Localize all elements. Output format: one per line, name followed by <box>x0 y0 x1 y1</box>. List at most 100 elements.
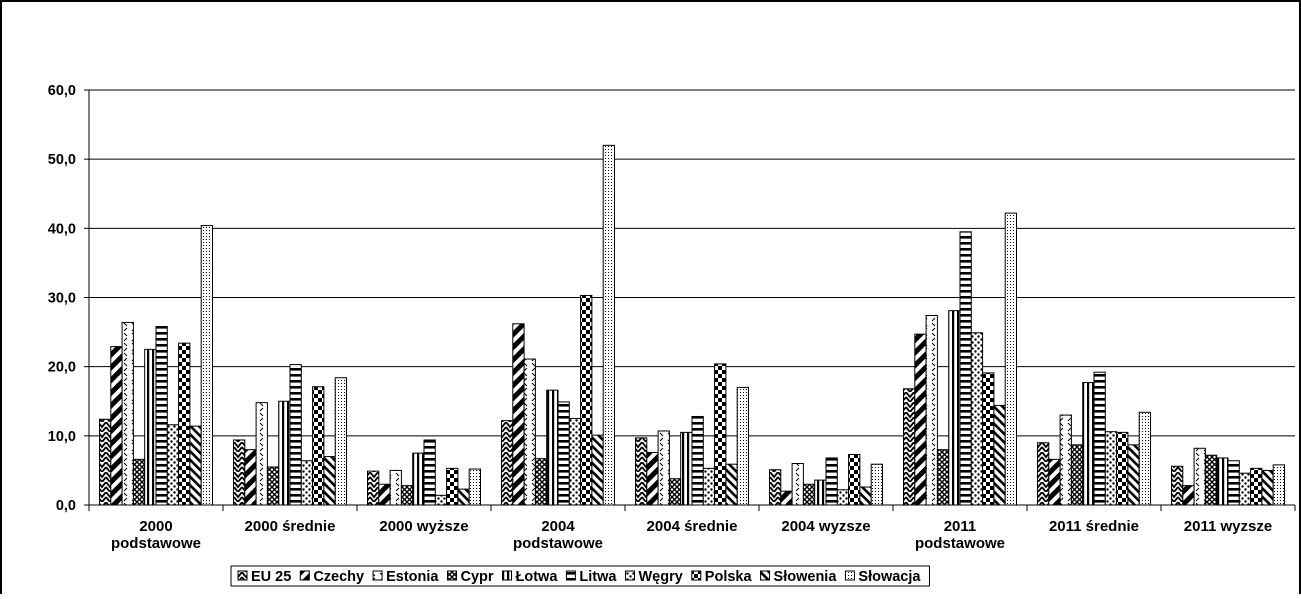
bar-węgry <box>1104 431 1118 506</box>
legend-label: Estonia <box>386 569 439 585</box>
bar-litwa <box>423 439 436 506</box>
bar-słowenia <box>725 463 738 506</box>
bar-słowacja <box>200 225 213 506</box>
bar-słowacja <box>736 386 750 506</box>
legend-swatch <box>237 570 248 581</box>
y-tick-label: 20,0 <box>48 360 76 376</box>
bar-węgry <box>1238 472 1252 506</box>
bar-słowenia <box>993 404 1006 506</box>
bar-łotwa <box>412 452 425 506</box>
bar-łotwa <box>814 479 827 506</box>
legend-label: Cypr <box>460 569 493 585</box>
bar-słowacja <box>602 144 616 506</box>
bar-estonia <box>925 314 938 506</box>
bar-słowacja <box>468 468 482 506</box>
legend: EU 25 Czechy Estonia Cypr Łotwa Litwa Węgry Pol… <box>230 565 930 587</box>
bar-litwa <box>557 401 570 506</box>
bar-słowacja <box>334 377 348 506</box>
bar-cypr <box>936 449 950 506</box>
bar-polska <box>982 372 995 506</box>
x-category-label: 2000 wyższe <box>379 518 468 535</box>
legend-label: Węgry <box>638 569 682 585</box>
legend-label: Czechy <box>313 569 364 585</box>
bar-czechy <box>110 346 123 506</box>
x-category-labels: 2000 podstawowe 2000 średnie 2000 wyższe 200… <box>111 518 1272 552</box>
x-category-label: 2004 podstawowe <box>513 518 603 552</box>
bar-węgry <box>434 494 448 506</box>
bar-polska <box>580 294 593 506</box>
bar-litwa <box>289 364 302 506</box>
bar-czechy <box>244 449 257 506</box>
y-tick-label: 50,0 <box>48 152 76 168</box>
bar-cypr <box>1204 454 1218 506</box>
x-category-label: 2000 podstawowe <box>111 518 201 552</box>
bar-słowenia <box>323 456 336 506</box>
bar-estonia <box>791 463 804 506</box>
x-category-label: 2011 podstawowe <box>915 518 1005 552</box>
bar-węgry <box>970 332 984 506</box>
bar-słowenia <box>189 425 202 506</box>
bar-cypr <box>266 466 280 506</box>
x-category-label: 2011 średnie <box>1049 518 1139 535</box>
y-tick-label: 30,0 <box>48 291 76 307</box>
bar-litwa <box>1093 371 1106 506</box>
bar-łotwa <box>278 400 291 506</box>
bar-polska <box>714 363 727 506</box>
legend-swatch <box>299 570 310 581</box>
legend-swatch <box>760 570 771 581</box>
bar-słowenia <box>1261 469 1274 506</box>
legend-label: Łotwa <box>516 569 559 585</box>
bar-słowenia <box>859 486 872 506</box>
bar-słowacja <box>1138 411 1151 506</box>
legend-swatch <box>844 570 855 581</box>
bar-cypr <box>1070 444 1084 506</box>
bar-eu-25 <box>635 437 648 506</box>
bar-słowenia <box>1127 444 1140 506</box>
legend-swatch <box>446 570 457 581</box>
bar-estonia <box>657 430 670 506</box>
bar-estonia <box>121 321 134 506</box>
y-tick-label: 60,0 <box>48 83 76 99</box>
bar-polska <box>312 386 325 506</box>
bar-estonia <box>255 402 268 506</box>
x-category-label: 2000 średnie <box>245 518 336 535</box>
bar-eu-25 <box>501 420 514 506</box>
x-category-label: 2011 wyzsze <box>1184 518 1272 535</box>
legend-label: Słowacja <box>858 569 921 585</box>
bar-węgry <box>568 418 582 506</box>
bar-węgry <box>166 424 180 506</box>
bar-eu-25 <box>903 388 916 506</box>
bar-czechy <box>646 451 659 506</box>
bar-cypr <box>132 458 146 506</box>
gridlines <box>89 89 1295 437</box>
bar-czechy <box>780 490 793 506</box>
bar-czechy <box>914 333 927 506</box>
bar-estonia <box>1059 414 1072 506</box>
bar-polska <box>848 454 861 506</box>
bar-węgry <box>836 489 850 506</box>
bar-polska <box>1116 431 1129 506</box>
bar-cypr <box>534 458 548 506</box>
bar-łotwa <box>546 389 559 506</box>
bars <box>99 144 1285 506</box>
bar-łotwa <box>1082 382 1095 506</box>
bar-łotwa <box>948 310 961 506</box>
bar-eu-25 <box>1037 442 1050 506</box>
bar-litwa <box>825 457 838 506</box>
legend-label: Polska <box>705 569 753 585</box>
legend-label: Litwa <box>579 569 617 585</box>
bar-litwa <box>1227 460 1240 506</box>
bar-cypr <box>668 478 682 506</box>
bar-czechy <box>378 483 391 506</box>
legend-label: EU 25 <box>251 569 291 585</box>
bar-eu-25 <box>769 469 782 506</box>
bar-eu-25 <box>233 439 246 506</box>
axes <box>84 89 1296 511</box>
bar-łotwa <box>144 348 157 506</box>
bar-czechy <box>512 323 525 506</box>
bar-słowacja <box>1004 212 1018 506</box>
y-tick-label: 0,0 <box>56 498 76 514</box>
bar-słowacja <box>1272 464 1285 506</box>
bar-eu-25 <box>367 470 380 506</box>
legend-swatch <box>502 570 513 581</box>
